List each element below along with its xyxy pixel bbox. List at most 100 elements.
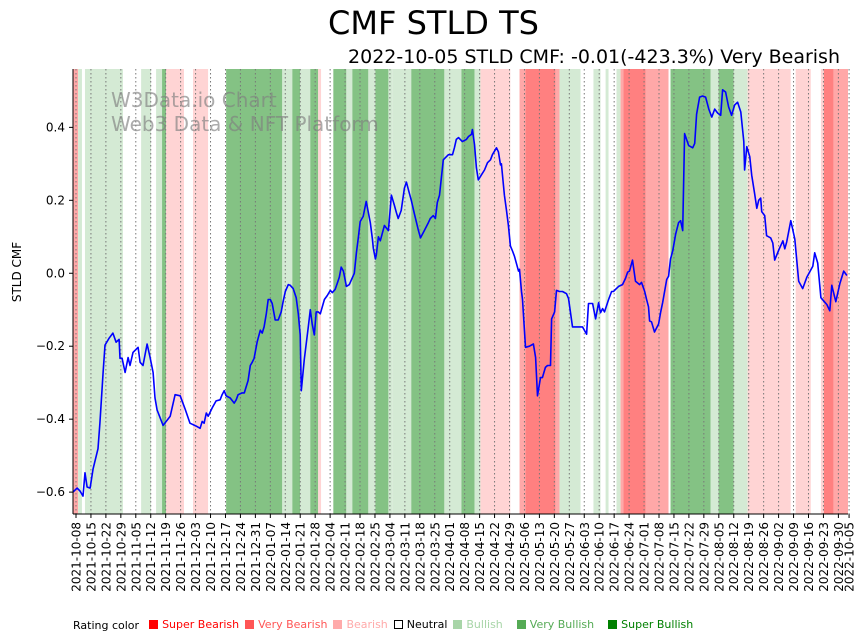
rating-band-very-bullish <box>375 69 389 514</box>
rating-band-bullish <box>78 69 82 514</box>
legend-item-label: Bearish <box>346 618 388 631</box>
watermark: W3Data.io Chart Web3 Data & NFT Platform <box>111 88 379 136</box>
rating-band-very-bullish <box>411 69 445 514</box>
y-tick-label: 0.2 <box>46 193 65 207</box>
x-tick-label: 2021-12-10 <box>204 522 218 592</box>
x-tick-label: 2022-05-06 <box>518 522 532 592</box>
rating-band-neutral <box>580 69 594 514</box>
legend-item-super-bearish: Super Bearish <box>149 618 239 631</box>
rating-bands <box>73 69 848 514</box>
legend-item-neutral: Neutral <box>393 618 448 631</box>
y-tick-label: −0.4 <box>36 412 65 426</box>
x-tick-label: 2022-09-09 <box>787 522 801 592</box>
rating-band-bullish <box>710 69 719 514</box>
x-tick-label: 2022-10-05 <box>843 522 857 592</box>
x-tick-label: 2021-12-24 <box>234 522 248 592</box>
cmf-series <box>72 89 848 497</box>
x-tick-label: 2022-06-24 <box>623 522 637 592</box>
x-tick-label: 2021-10-29 <box>114 522 128 592</box>
legend-swatch <box>245 620 255 629</box>
x-tick-label: 2022-03-04 <box>383 522 397 592</box>
rating-band-neutral <box>600 69 606 514</box>
x-tick-label: 2022-08-12 <box>727 522 741 592</box>
x-tick-label: 2022-07-29 <box>697 522 711 592</box>
legend-item-very-bullish: Very Bullish <box>516 618 595 631</box>
x-tick-label: 2022-03-25 <box>428 522 442 592</box>
rating-legend: Rating color Super Bearish Very Bearish Be… <box>73 618 699 632</box>
rating-band-neutral <box>122 69 142 514</box>
x-tick-label: 2022-06-10 <box>593 522 607 592</box>
rating-band-neutral <box>668 69 671 514</box>
x-tick-label: 2022-04-29 <box>503 522 517 592</box>
x-tick-label: 2021-11-19 <box>159 522 173 592</box>
legend-swatch <box>516 620 526 629</box>
rating-band-neutral <box>790 69 796 514</box>
rating-band-neutral <box>510 69 520 514</box>
rating-band-very-bearish <box>73 69 79 514</box>
legend-item-label: Neutral <box>406 618 448 631</box>
rating-band-neutral <box>810 69 821 514</box>
x-tick-label: 2022-04-15 <box>473 522 487 592</box>
rating-band-bullish <box>444 69 462 514</box>
rating-band-bullish <box>593 69 601 514</box>
legend-swatch <box>149 620 159 629</box>
rating-band-neutral <box>151 69 157 514</box>
rating-band-bearish <box>480 69 511 514</box>
rating-band-bullish <box>733 69 748 514</box>
rating-band-bullish <box>346 69 353 514</box>
legend-item-label: Very Bearish <box>258 618 328 631</box>
legend-item-super-bullish: Super Bullish <box>608 618 693 631</box>
x-tick-label: 2022-02-04 <box>324 522 338 592</box>
rating-band-bullish <box>156 69 163 514</box>
rating-band-bullish <box>300 69 311 514</box>
rating-band-very-bullish <box>461 69 475 514</box>
rating-band-very-bearish <box>519 69 526 514</box>
rating-band-neutral <box>81 69 85 514</box>
rating-band-very-bullish <box>333 69 347 514</box>
x-tick-label: 2022-07-22 <box>682 522 696 592</box>
legend-item-label: Very Bullish <box>529 618 595 631</box>
x-tick-label: 2022-02-25 <box>368 522 382 592</box>
rating-band-very-bullish <box>670 69 711 514</box>
watermark-line-1: W3Data.io Chart <box>111 88 277 112</box>
legend-label: Rating color <box>73 618 140 632</box>
rating-band-bullish <box>616 69 621 514</box>
x-tick-label: 2022-07-08 <box>653 522 667 592</box>
rating-band-bullish <box>474 69 481 514</box>
rating-band-very-bearish <box>620 69 624 514</box>
legend-swatch <box>453 620 463 629</box>
x-tick-label: 2022-06-03 <box>578 522 592 592</box>
x-tick-label: 2022-08-05 <box>712 522 726 592</box>
x-tick-label: 2021-10-08 <box>69 522 83 592</box>
chart-subtitle: 2022-10-05 STLD CMF: -0.01(-423.3%) Very… <box>348 46 840 68</box>
rating-band-very-bullish <box>292 69 301 514</box>
rating-band-very-bullish <box>718 69 734 514</box>
legend-item-bullish: Bullish <box>453 618 503 631</box>
y-tick-label: −0.6 <box>36 485 65 499</box>
x-tick-label: 2022-01-21 <box>294 522 308 592</box>
x-tick-label: 2022-07-15 <box>667 522 681 592</box>
x-tick-label: 2022-09-30 <box>832 522 846 592</box>
x-tick-label: 2022-09-16 <box>802 522 816 592</box>
y-tick-label: 0.4 <box>46 120 65 134</box>
rating-band-very-bullish <box>226 69 283 514</box>
y-axis-label: STLD CMF <box>10 242 24 302</box>
x-tick-label: 2022-02-18 <box>354 522 368 592</box>
rating-band-bearish <box>166 69 185 514</box>
x-tick-label: 2022-08-26 <box>757 522 771 592</box>
x-tick-label: 2022-02-11 <box>339 522 353 592</box>
rating-band-bullish <box>141 69 152 514</box>
x-tick-label: 2022-09-23 <box>817 522 831 592</box>
rating-band-bullish <box>388 69 393 514</box>
legend-swatch <box>393 620 403 629</box>
x-tick-label: 2021-12-03 <box>189 522 203 592</box>
x-tick-label: 2021-12-31 <box>249 522 263 592</box>
rating-band-neutral <box>208 69 227 514</box>
watermark-line-2: Web3 Data & NFT Platform <box>111 112 379 136</box>
rating-band-bullish <box>392 69 412 514</box>
x-tick-label: 2022-07-01 <box>638 522 652 592</box>
x-tick-label: 2022-01-07 <box>264 522 278 592</box>
rating-band-bearish <box>193 69 209 514</box>
x-tick-label: 2022-05-20 <box>548 522 562 592</box>
